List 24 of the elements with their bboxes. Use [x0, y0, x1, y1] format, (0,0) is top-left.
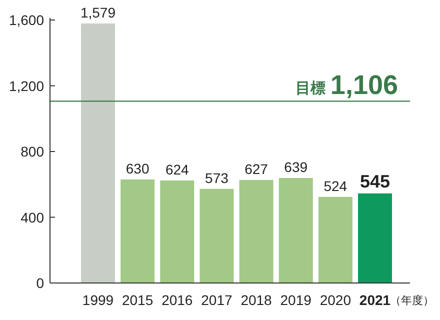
ref-line-label: 目標 — [295, 80, 326, 98]
data-label: 639 — [284, 158, 308, 175]
x-tick-label: 2018 — [240, 292, 272, 308]
x-tick-label: 2016 — [162, 292, 193, 308]
y-tick-label: 400 — [20, 209, 44, 226]
y-tick-label: 1,600 — [8, 12, 44, 28]
y-tick-label: 1,200 — [8, 78, 44, 94]
x-tick-label: 1999 — [82, 292, 114, 308]
x-axis-title: （年度） — [390, 294, 434, 307]
x-tick-label: 2020 — [320, 292, 352, 308]
data-label: 524 — [324, 178, 348, 194]
x-tick-label: 2021 — [359, 292, 391, 308]
annotation: 1,106 — [330, 70, 398, 100]
x-tick-label: 2019 — [280, 292, 312, 308]
y-tick-label: 0 — [36, 275, 44, 291]
y-tick-label: 800 — [20, 144, 44, 160]
data-label: 630 — [126, 160, 150, 176]
data-label: 1,579 — [80, 4, 116, 20]
data-label: 624 — [165, 161, 190, 178]
x-tick-label: 2017 — [201, 292, 232, 308]
x-tick-label: 2015 — [122, 292, 154, 308]
data-label: 573 — [205, 170, 229, 186]
data-label: 545 — [360, 171, 390, 192]
data-label: 627 — [244, 160, 268, 177]
